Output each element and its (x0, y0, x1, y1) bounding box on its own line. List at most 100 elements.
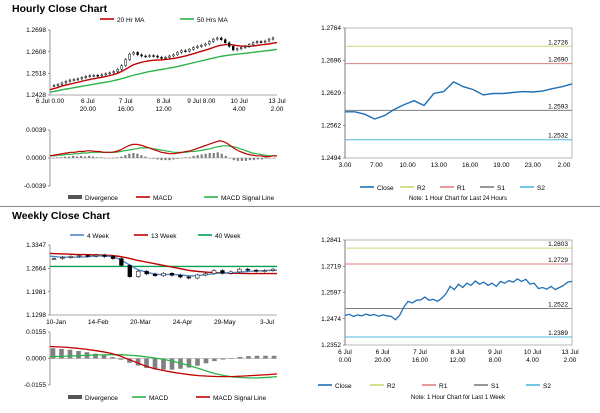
weekly-levels-x-label: 9 Jul (488, 349, 502, 356)
divergence-bar (59, 157, 63, 158)
weekly-price-y-tick-label: 1.3347 (26, 242, 46, 249)
divergence-bar (248, 158, 252, 161)
candle-body (140, 54, 143, 57)
divergence-bar (101, 355, 107, 359)
hourly-price-x-label: 10 Jul (230, 98, 248, 105)
divergence-bar (272, 158, 276, 159)
candle-body (85, 255, 90, 257)
divergence-bar (135, 358, 141, 366)
candle-body (243, 46, 247, 48)
candle-body (195, 274, 200, 279)
divergence-bar (268, 158, 272, 159)
candle-body (76, 78, 80, 81)
hourly-macd-y-tick-label: 0.0000 (26, 155, 46, 162)
hourly-macd-y-tick-label: -0.0039 (24, 183, 46, 190)
hourly-levels-y-tick-label: 1.2696 (321, 58, 341, 65)
weekly-macd-y-tick-label: 0.0000 (26, 356, 46, 363)
candle-body (160, 56, 163, 59)
divergence-bar (246, 356, 251, 359)
weekly-levels-frame (344, 239, 573, 346)
candle-body (156, 55, 159, 58)
hourly-price-y-tick-label: 1.2698 (26, 27, 46, 34)
hourly-price-x-label: 8 Jul (157, 98, 171, 105)
candle-body (116, 68, 119, 72)
legend-label: R2 (387, 383, 396, 390)
weekly-levels-note: Note: 1 Hour Chart for Last 1 Week (411, 395, 506, 401)
divergence-bar (55, 157, 59, 158)
legend-label: R1 (439, 383, 448, 390)
divergence-bar (192, 155, 195, 158)
divergence-bar (120, 156, 123, 158)
candle-body (216, 37, 219, 40)
legend-label: Divergence (85, 395, 118, 402)
divergence-bar (195, 358, 200, 366)
weekly-price-y-tick-label: 1.1981 (26, 289, 46, 296)
candle-body (77, 255, 82, 257)
weekly-macd-line (49, 345, 278, 378)
candle-body (186, 276, 191, 279)
candle-body (72, 79, 76, 81)
candle-body (112, 71, 115, 74)
divergence-bar (112, 158, 115, 159)
hourly-levels-note: Note: 1 Hour Chart for Last 24 Hours (409, 196, 507, 202)
divergence-bar (136, 153, 139, 158)
legend-label: MACD (153, 195, 172, 202)
divergence-bar (144, 156, 147, 158)
candle-body (52, 85, 56, 87)
legend-label: 50 Hrs MA (197, 17, 228, 24)
divergence-bar (263, 355, 268, 359)
divergence-bar (110, 357, 115, 359)
divergence-bar (229, 357, 234, 359)
candle-body (262, 270, 267, 272)
hourly-price-x-label: 9 Jul 8.00 (187, 98, 216, 105)
divergence-bar (161, 358, 166, 370)
hourly-price-x-label: 12.00 (155, 106, 172, 113)
candle-body (267, 38, 271, 42)
divergence-bar (228, 158, 231, 159)
divergence-bar (93, 353, 98, 359)
weekly-levels-x-label: 0.00 (339, 357, 352, 364)
ma20-line (49, 41, 278, 91)
legend-label: MACD (149, 395, 168, 402)
weekly-levels-x-label: 4.00 (526, 357, 539, 364)
level-label-s2: 1.2532 (548, 133, 568, 140)
candle-body (93, 254, 99, 257)
weekly-levels-y-tick-label: 1.2474 (321, 316, 341, 323)
hourly-levels-x-label: 19.00 (493, 162, 510, 169)
weekly-levels-x-label: 6 Jul (338, 349, 352, 356)
candle-body (184, 50, 187, 52)
legend-label: MACD Signal Line (221, 195, 274, 202)
divergence-bar (88, 155, 91, 158)
divergence-bar (108, 158, 111, 159)
hourly-levels-x-label: 23.00 (525, 162, 542, 169)
weekly-price-x-label: 20-Mar (130, 319, 151, 326)
divergence-bar (104, 158, 107, 159)
legend-label: MACD Signal Line (213, 395, 266, 402)
candle-body (169, 273, 175, 276)
legend-label: 4 Week (87, 233, 110, 240)
divergence-bar (196, 155, 199, 158)
divergence-bar (236, 158, 239, 161)
candle-body (212, 38, 215, 42)
legend-label: S1 (491, 383, 499, 390)
candle-body (172, 54, 175, 57)
hourly-levels-x-label: 7.00 (370, 162, 383, 169)
weekly-level-label-r2: 1.2803 (548, 241, 568, 248)
divergence-bar (168, 158, 171, 161)
divergence-bar (172, 158, 175, 160)
weekly-price-y-tick-label: 1.1298 (26, 312, 46, 319)
hourly-levels-x-label: 3.00 (339, 162, 352, 169)
divergence-bar (128, 153, 131, 158)
legend-label: Divergence (85, 195, 118, 202)
divergence-bar (271, 355, 277, 359)
divergence-bar (212, 152, 215, 158)
candle-body (232, 46, 235, 51)
candle-body (196, 46, 199, 48)
weekly-price-x-label: 14-Feb (88, 319, 109, 326)
candle-body (271, 37, 275, 40)
weekly-section-title: Weekly Close Chart (12, 210, 110, 222)
candle-body (104, 73, 107, 76)
hourly-levels-y-tick-label: 1.2562 (321, 123, 341, 130)
candle-body (124, 59, 127, 66)
